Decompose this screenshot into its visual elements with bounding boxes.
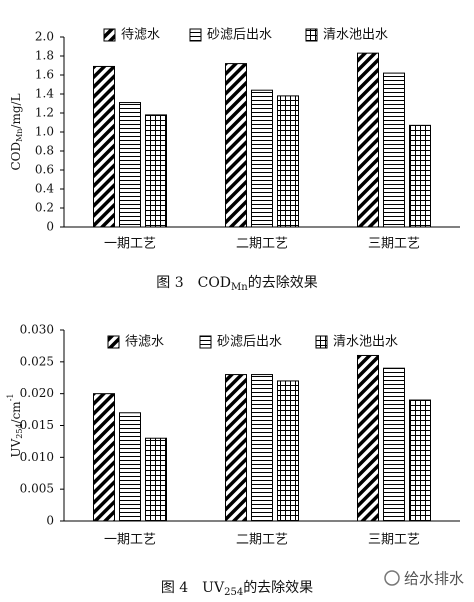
y-axis-label-sup: -1: [6, 393, 15, 401]
y-axis-label-unit: /mg/L: [9, 93, 23, 128]
legend-label: 清水池出水: [323, 28, 388, 43]
y-tick-label: 2.0: [35, 30, 54, 44]
bar: [277, 380, 299, 522]
watermark-text: 给水排水: [404, 570, 464, 588]
watermark-icon: [384, 570, 400, 586]
y-tick-label: 0.020: [20, 386, 54, 400]
y-tick-label: 0.030: [20, 323, 54, 337]
y-tick-label: 0.015: [20, 418, 54, 432]
bar: [225, 63, 247, 228]
y-tick-label: 1.2: [35, 106, 54, 120]
x-tick-label: 三期工艺: [368, 533, 420, 548]
legend-swatch: [315, 335, 328, 349]
chart: 0 0.2 0.4 0.6 0.8 1.0 1.2 1.4 1.6 1.8 2.0 一期工艺 二期工艺 三…: [9, 28, 460, 293]
y-tick-label: 0.010: [20, 450, 54, 464]
bar: [251, 374, 273, 522]
x-tick-label: 二期工艺: [236, 533, 288, 548]
y-axis-label-main: UV: [9, 438, 23, 457]
bar: [93, 393, 115, 522]
bar: [145, 114, 167, 228]
bar: [225, 374, 247, 522]
y-axis-label-sub: Mn: [15, 129, 24, 142]
legend-swatch: [305, 28, 318, 42]
legend-swatch: [189, 28, 202, 42]
y-tick-label: 0.4: [35, 182, 54, 196]
legend-label: 砂滤后出水: [207, 28, 272, 43]
x-tick-label: 一期工艺: [104, 533, 156, 548]
caption-sub: 254: [224, 587, 243, 598]
bar: [119, 412, 141, 522]
y-tick-label: 1.8: [35, 49, 54, 63]
y-tick-label: 0.005: [20, 482, 54, 496]
x-tick-label: 一期工艺: [104, 237, 156, 252]
y-axis-label-main: COD: [9, 142, 23, 171]
bar: [93, 65, 115, 228]
bar: [357, 354, 379, 522]
legend-swatch: [199, 335, 212, 349]
x-tick-label: 二期工艺: [236, 237, 288, 252]
caption-prefix: 图 3 COD: [156, 275, 231, 291]
caption: 图 4 UV254的去除效果: [161, 580, 313, 598]
bar: [145, 437, 167, 522]
bar: [119, 102, 141, 228]
y-tick-label: 1.4: [35, 87, 54, 101]
bar: [383, 367, 405, 522]
legend-swatch: [107, 335, 120, 349]
x-tick-label: 三期工艺: [368, 237, 420, 252]
caption: 图 3 CODMn的去除效果: [156, 275, 317, 293]
y-axis-label-unit: /cm: [9, 401, 23, 424]
y-tick-label: 0.025: [20, 354, 54, 368]
y-axis-label-sub: 254: [15, 423, 24, 438]
legend-label: 待滤水: [125, 335, 164, 350]
legend-label: 砂滤后出水: [217, 335, 282, 350]
y-tick-label: 0: [46, 220, 54, 234]
bar: [409, 124, 431, 228]
caption-suffix: 的去除效果: [243, 580, 313, 596]
y-tick-label: 1.0: [35, 125, 54, 139]
caption-suffix: 的去除效果: [248, 275, 318, 291]
y-axis-label: UV254/cm-1: [6, 393, 24, 457]
bar: [251, 89, 273, 228]
y-tick-label: 0: [46, 514, 54, 528]
y-tick-label: 0.6: [35, 163, 54, 177]
y-tick-label: 1.6: [35, 68, 54, 82]
y-tick-label: 0.2: [35, 201, 54, 215]
legend-swatch: [103, 28, 116, 42]
legend-label: 清水池出水: [333, 335, 398, 350]
caption-sub: Mn: [231, 282, 248, 293]
bar: [409, 399, 431, 522]
chart: 0 0.005 0.010 0.015 0.020 0.025 0.030 一期工艺 二期工艺 三…: [6, 323, 460, 598]
watermark: 给水排水: [384, 570, 464, 588]
bar: [383, 72, 405, 228]
caption-prefix: 图 4 UV: [161, 580, 225, 596]
bar: [357, 52, 379, 228]
legend-label: 待滤水: [121, 28, 160, 43]
bar: [277, 95, 299, 228]
y-axis-label: CODMn/mg/L: [9, 93, 25, 170]
y-tick-label: 0.8: [35, 144, 54, 158]
